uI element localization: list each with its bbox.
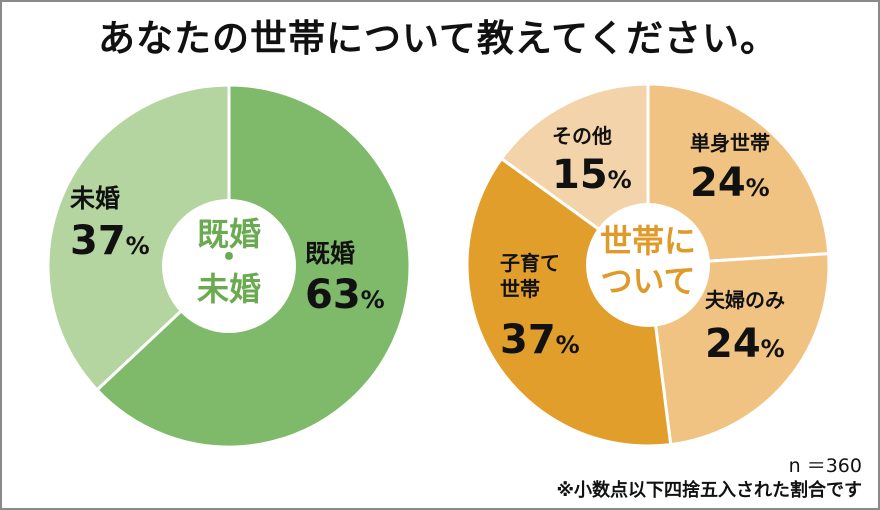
pie2-slice-1-label: 単身世帯 bbox=[690, 131, 770, 155]
pie1-slice-2 bbox=[46, 83, 231, 393]
pie2-slice-3-unit: % bbox=[556, 331, 580, 359]
pie2-slice-3-label: 子育て bbox=[500, 251, 560, 275]
pie1-center-hole bbox=[162, 199, 296, 333]
pie1-center-label: 未婚 bbox=[197, 270, 261, 308]
pie2-center-hole bbox=[586, 203, 710, 327]
pie2-slice-2-label: 夫婦のみ bbox=[705, 288, 785, 312]
pie1-center-label: 既婚 bbox=[197, 215, 261, 253]
pie2-slice-4-label: その他 bbox=[552, 124, 612, 148]
sample-size: n ＝360 bbox=[788, 455, 862, 477]
pie2-center-label: 世帯に bbox=[600, 222, 696, 260]
pie1-slice-2-label: 未婚 bbox=[70, 184, 120, 213]
chart-title: あなたの世帯について教えてください。 bbox=[98, 17, 778, 60]
pie1-slice-1-unit: % bbox=[361, 286, 385, 314]
pie1-slice-2-unit: % bbox=[126, 232, 150, 260]
pie1-slice-2-value: 37% bbox=[70, 218, 150, 264]
pie1-center-label: ・ bbox=[213, 238, 245, 276]
pie2-slice-3 bbox=[465, 156, 673, 448]
pie2-slice-1-unit: % bbox=[746, 174, 770, 202]
pie2-slice-4-unit: % bbox=[608, 166, 632, 194]
pie2-slice-3-label: 世帯 bbox=[500, 277, 540, 301]
pie1-slice-1-label: 既婚 bbox=[305, 239, 355, 268]
footnote: ※小数点以下四捨五入された割合です bbox=[556, 480, 863, 501]
pie2-slice-1 bbox=[646, 82, 831, 267]
pie2-slice-2-unit: % bbox=[761, 335, 785, 363]
pie2-center-label: ついて bbox=[600, 262, 695, 300]
